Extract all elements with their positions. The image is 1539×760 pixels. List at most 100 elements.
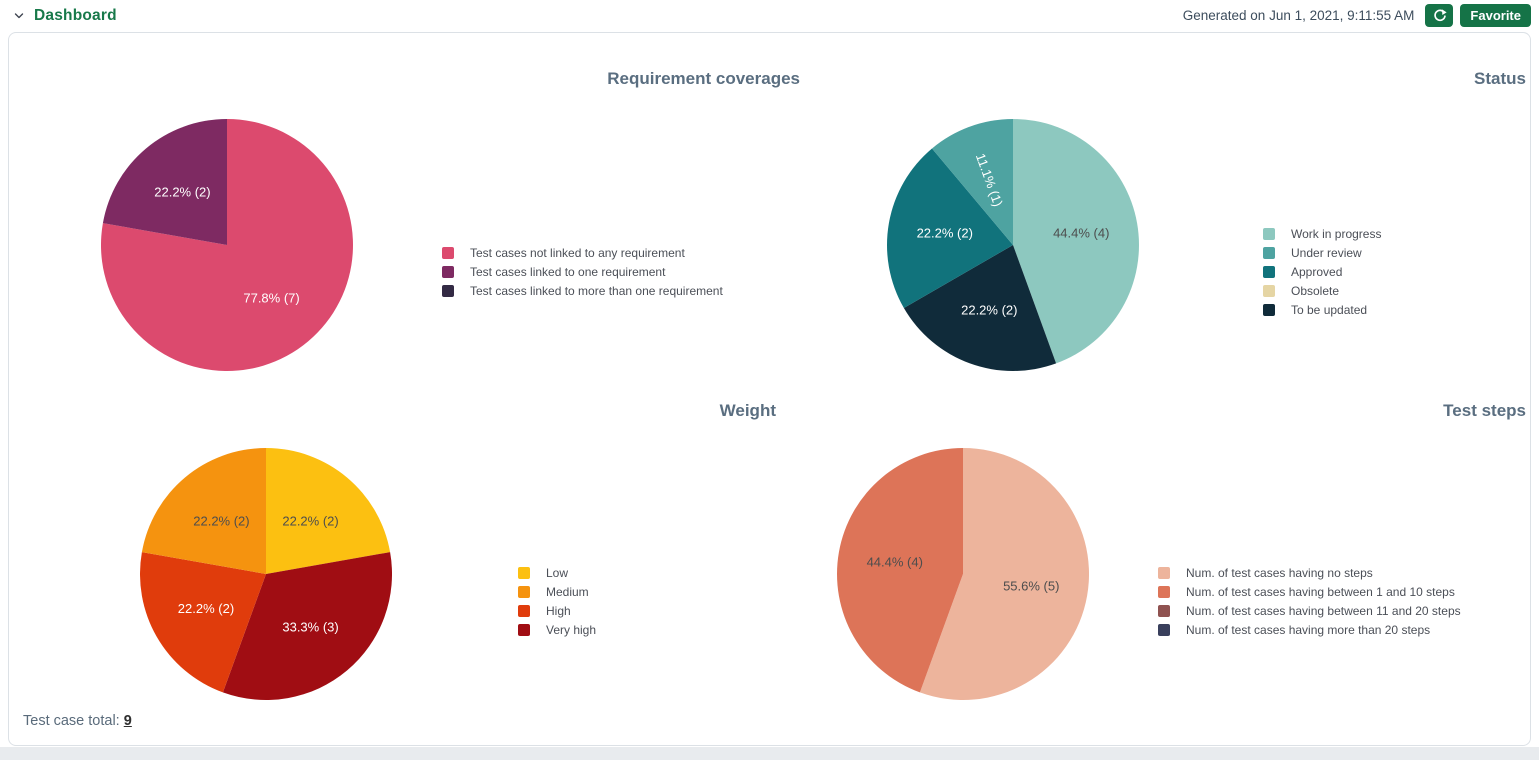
- legend-label: Approved: [1291, 264, 1343, 279]
- legend-item: Test cases not linked to any requirement: [442, 243, 723, 262]
- legend-item: Very high: [518, 620, 596, 639]
- legend-swatch: [1158, 566, 1170, 579]
- legend-item: Num. of test cases having between 1 and …: [1158, 582, 1461, 601]
- pie-slice-label: 22.2% (2): [178, 601, 234, 616]
- chevron-down-icon: [14, 12, 24, 18]
- legend-label: Medium: [546, 584, 589, 599]
- pie-slice-label: 22.2% (2): [193, 513, 249, 528]
- legend-item: Approved: [1263, 262, 1381, 281]
- pie-test-steps: 55.6% (5) 44.4% (4): [837, 448, 1089, 700]
- generated-timestamp: Generated on Jun 1, 2021, 9:11:55 AM: [1182, 8, 1415, 23]
- legend-label: Under review: [1291, 245, 1362, 260]
- legend-swatch: [518, 585, 530, 598]
- legend-label: Num. of test cases having between 1 and …: [1186, 584, 1455, 599]
- legend-label: To be updated: [1291, 302, 1368, 317]
- legend-label: Very high: [546, 622, 597, 637]
- legend-item: To be updated: [1263, 300, 1381, 319]
- test-case-total: Test case total: 9: [23, 713, 132, 729]
- legend-swatch: [1158, 623, 1170, 636]
- legend-item: Num. of test cases having no steps: [1158, 563, 1461, 582]
- legend-label: Test cases not linked to any requirement: [470, 245, 685, 260]
- legend-status: Work in progress Under review Approved Obso…: [1263, 224, 1381, 319]
- pie-weight: 22.2% (2) 33.3% (3) 22.2% (2) 22.2% (2): [140, 448, 392, 700]
- legend-label: Low: [546, 565, 569, 580]
- pie-slice[interactable]: [837, 448, 963, 693]
- legend-swatch: [1263, 303, 1275, 316]
- legend-test-steps: Num. of test cases having no steps Num. o…: [1158, 563, 1461, 639]
- pie-slice[interactable]: [919, 448, 1089, 700]
- chart-requirement-coverages: Requirement coverages 77.8% (7) 22.2% (2)…: [9, 33, 1530, 745]
- chart-title: Status: [1474, 69, 1526, 88]
- legend-item: Under review: [1263, 243, 1381, 262]
- legend-item: Test cases linked to one requirement: [442, 262, 723, 281]
- chart-title: Weight: [719, 401, 776, 420]
- legend-swatch: [1263, 265, 1275, 278]
- pie-slice[interactable]: [140, 552, 266, 693]
- legend-label: High: [546, 603, 571, 618]
- pie-status: 44.4% (4)22.2% (2)22.2% (2)11.1% (1): [887, 119, 1139, 371]
- legend-swatch: [1263, 284, 1275, 297]
- page-title: Dashboard: [34, 6, 117, 24]
- pie-slice[interactable]: [1013, 119, 1139, 364]
- test-case-total-link[interactable]: 9: [123, 713, 132, 729]
- favorite-button[interactable]: Favorite: [1460, 4, 1531, 27]
- chart-title: Test steps: [1443, 401, 1526, 420]
- pie-slice[interactable]: [222, 552, 392, 700]
- dashboard-card: Requirement coverages 77.8% (7) 22.2% (2)…: [8, 32, 1531, 746]
- pie-slice-label: 44.4% (4): [867, 554, 923, 569]
- legend-label: Num. of test cases having no steps: [1186, 565, 1373, 580]
- pie-slice-label: 22.2% (2): [154, 184, 210, 199]
- legend-swatch: [518, 623, 530, 636]
- legend-swatch: [1158, 585, 1170, 598]
- pie-slice-label: 22.2% (2): [917, 225, 973, 240]
- pie-slice[interactable]: [887, 148, 1013, 308]
- test-case-total-label: Test case total:: [23, 713, 120, 729]
- pie-slice-label: 22.2% (2): [282, 513, 338, 528]
- refresh-icon: [1434, 9, 1447, 22]
- pie-slice-label: 55.6% (5): [1003, 579, 1059, 594]
- pie-slice[interactable]: [903, 245, 1057, 371]
- legend-label: Test cases linked to more than one requi…: [470, 283, 723, 298]
- chart-title: Requirement coverages: [607, 69, 800, 88]
- legend-item: Obsolete: [1263, 281, 1381, 300]
- legend-label: Work in progress: [1291, 226, 1382, 241]
- collapse-chevron-button[interactable]: [12, 9, 26, 23]
- legend-item: Num. of test cases having between 11 and…: [1158, 601, 1461, 620]
- pie-requirement-coverages: 77.8% (7) 22.2% (2): [101, 119, 353, 371]
- legend-swatch: [442, 246, 454, 259]
- chart-weight: Weight 22.2% (2) 33.3% (3) 22.2% (2) 22.2% …: [9, 33, 1530, 745]
- legend-requirement-coverages: Test cases not linked to any requirement…: [442, 243, 723, 300]
- chart-test-steps: Test steps 55.6% (5) 44.4% (4) Num. of te…: [9, 33, 1530, 745]
- pie-slice-label: 33.3% (3): [282, 620, 338, 635]
- legend-item: Low: [518, 563, 596, 582]
- legend-item: Medium: [518, 582, 596, 601]
- legend-swatch: [1263, 227, 1275, 240]
- legend-item: Work in progress: [1263, 224, 1381, 243]
- pie-slice-label: 44.4% (4): [1053, 225, 1109, 240]
- pie-slice-label: 22.2% (2): [961, 303, 1017, 318]
- pie-slice[interactable]: [141, 448, 266, 574]
- chart-status: Status 44.4% (4) 22.2% (2) 22.2% (2) 11.1% …: [9, 33, 1530, 745]
- legend-swatch: [1158, 604, 1170, 617]
- legend-item: Test cases linked to more than one requi…: [442, 281, 723, 300]
- legend-item: High: [518, 601, 596, 620]
- legend-swatch: [442, 265, 454, 278]
- pie-slice[interactable]: [932, 119, 1013, 245]
- legend-swatch: [442, 284, 454, 297]
- legend-swatch: [518, 566, 530, 579]
- legend-item: Num. of test cases having more than 20 s…: [1158, 620, 1461, 639]
- legend-label: Test cases linked to one requirement: [470, 264, 666, 279]
- page-header: Dashboard Generated on Jun 1, 2021, 9:11…: [0, 0, 1539, 31]
- pie-slice[interactable]: [102, 119, 227, 245]
- legend-weight: Low Medium High Very high: [518, 563, 596, 639]
- refresh-button[interactable]: [1425, 4, 1454, 27]
- legend-label: Obsolete: [1291, 283, 1340, 298]
- pie-slice[interactable]: [101, 119, 353, 371]
- pie-slice-label: 77.8% (7): [243, 291, 299, 306]
- legend-label: Num. of test cases having between 11 and…: [1186, 603, 1461, 618]
- legend-label: Num. of test cases having more than 20 s…: [1186, 622, 1431, 637]
- legend-swatch: [1263, 246, 1275, 259]
- legend-swatch: [518, 604, 530, 617]
- pie-slice[interactable]: [266, 448, 391, 574]
- page-background-strip: [0, 747, 1539, 760]
